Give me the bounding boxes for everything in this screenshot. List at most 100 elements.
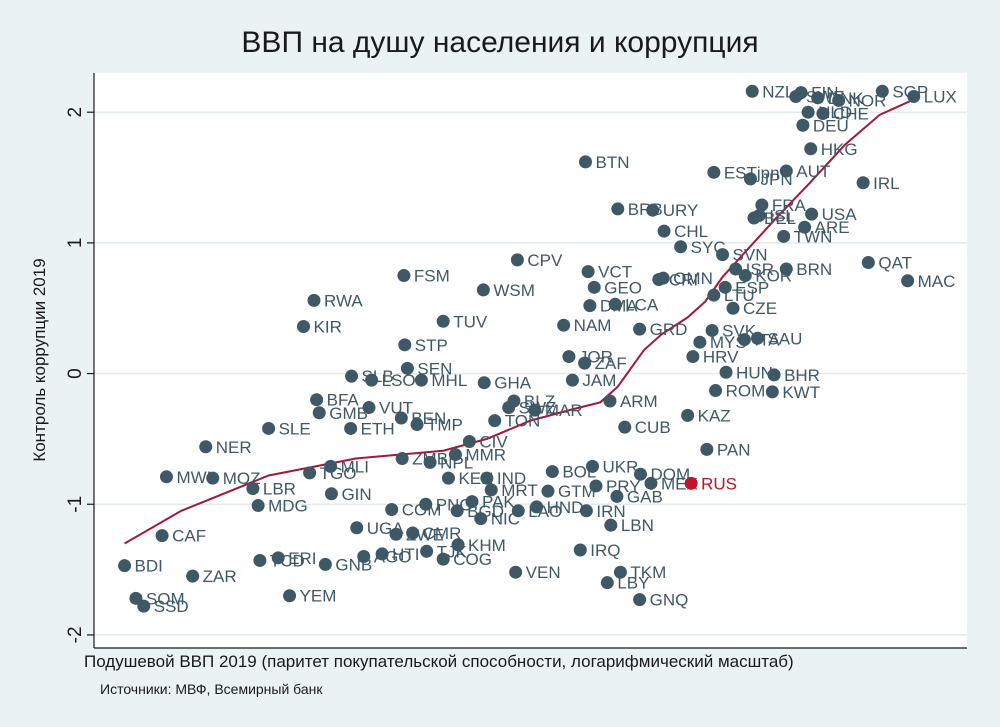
point-pan: [700, 442, 714, 456]
point-gtm: [541, 484, 555, 498]
point-svk: [705, 323, 719, 337]
point-label-arm: ARM: [620, 392, 658, 411]
point-label-mrt: MRT: [501, 481, 538, 500]
y-tick-label: -1: [65, 496, 86, 513]
point-label-civ: CIV: [479, 433, 508, 452]
point-label-fin: FIN: [811, 84, 838, 103]
point-label-tuv: TUV: [453, 312, 488, 331]
y-tick-label: 2: [65, 107, 86, 118]
point-brb: [611, 202, 625, 216]
point-tcd: [253, 553, 267, 567]
point-ton: [488, 414, 502, 428]
point-ven: [509, 565, 523, 579]
point-ago: [357, 550, 371, 564]
point-label-irn: IRN: [596, 502, 625, 521]
point-label-npl: NPL: [440, 453, 473, 472]
point-label-mar: MAR: [545, 401, 583, 420]
point-ben: [394, 411, 408, 425]
point-kaz: [681, 408, 695, 422]
point-lux: [907, 90, 921, 104]
point-stp: [398, 338, 412, 352]
point-mac: [901, 274, 915, 288]
point-ltu: [707, 288, 721, 302]
point-gha: [477, 376, 491, 390]
point-gnb: [318, 557, 332, 571]
point-blz: [507, 394, 521, 408]
point-label-khm: KHM: [468, 536, 506, 555]
point-label-ind: IND: [497, 469, 526, 488]
point-label-zar: ZAR: [203, 567, 237, 586]
point-jam: [565, 373, 579, 387]
point-kir: [297, 320, 311, 334]
point-zwe: [389, 527, 403, 541]
plot-area: [94, 73, 967, 648]
point-caf: [155, 529, 169, 543]
point-btn: [578, 155, 592, 169]
point-dom: [633, 467, 647, 481]
point-label-swe: SWE: [806, 88, 845, 107]
point-label-bhr: BHR: [784, 366, 820, 385]
point-label-bel: BEL: [764, 209, 796, 228]
point-label-bdi: BDI: [135, 557, 163, 576]
point-label-pak: PAK: [482, 493, 515, 512]
point-hun: [719, 365, 733, 379]
point-mex: [644, 476, 658, 490]
point-bhr: [767, 368, 781, 382]
point-label-geo: GEO: [604, 278, 642, 297]
point-label-kaz: KAZ: [698, 406, 731, 425]
point-fsm: [397, 269, 411, 283]
point-label-irl: IRL: [873, 174, 899, 193]
point-lby: [600, 576, 614, 590]
point-label-fsm: FSM: [414, 267, 450, 286]
point-cri: [652, 272, 666, 286]
point-label-lux: LUX: [924, 88, 957, 107]
point-label-mdg: MDG: [268, 497, 308, 516]
point-label-cog: COG: [453, 550, 492, 569]
y-tick-label: 1: [65, 238, 86, 249]
point-lca: [608, 297, 622, 311]
point-label-nor: NOR: [849, 91, 887, 110]
point-label-tkm: TKM: [630, 563, 666, 582]
point-label-cri: CRI: [669, 270, 698, 289]
point-png: [419, 497, 433, 511]
point-label-lso: LSO: [382, 371, 416, 390]
point-wsm: [476, 283, 490, 297]
point-label-are: ARE: [815, 218, 850, 237]
point-label-usa: USA: [822, 205, 858, 224]
point-label-chl: CHL: [674, 222, 708, 241]
point-label-caf: CAF: [172, 527, 206, 546]
point-label-pry: PRY: [606, 477, 641, 496]
point-ukr: [585, 459, 599, 473]
point-label-ton: TON: [505, 412, 541, 431]
point-vct: [581, 265, 595, 279]
point-yem: [283, 589, 297, 603]
point-lao: [511, 504, 525, 518]
point-label-ner: NER: [216, 438, 252, 457]
point-sau: [750, 331, 764, 345]
point-label-dnk: DNK: [828, 89, 865, 108]
point-cpv: [510, 253, 524, 267]
point-label-nzl: NZL: [762, 82, 794, 101]
point-tjk: [420, 544, 434, 558]
point-tgo: [303, 466, 317, 480]
point-ssd: [137, 599, 151, 613]
point-cog: [436, 552, 450, 566]
point-label-sau: SAU: [767, 329, 802, 348]
point-hti: [375, 547, 389, 561]
point-moz: [206, 471, 220, 485]
point-chl: [657, 224, 671, 238]
point-tkm: [613, 565, 627, 579]
point-label-gab: GAB: [627, 487, 663, 506]
point-label-tmp: TMP: [427, 416, 463, 435]
point-dma: [583, 299, 597, 313]
point-label-lca: LCA: [625, 295, 659, 314]
point-lbr: [246, 482, 260, 496]
point-rwa: [307, 293, 321, 307]
point-zar: [186, 569, 200, 583]
x-axis-label: Подушевой ВВП 2019 (паритет покупательск…: [84, 652, 794, 671]
point-label-mhl: MHL: [431, 371, 467, 390]
point-label-grd: GRD: [650, 320, 688, 339]
point-com: [385, 502, 399, 516]
